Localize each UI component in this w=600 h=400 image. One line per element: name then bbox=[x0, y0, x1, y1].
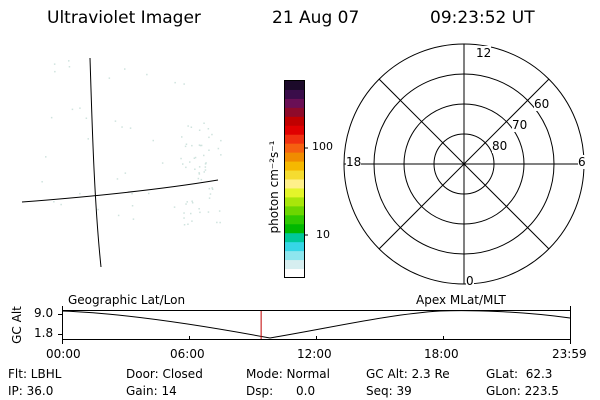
altitude-curve bbox=[61, 310, 571, 339]
dsp-readout: Dsp: 0.0 bbox=[246, 384, 316, 398]
colorbar-cell bbox=[285, 188, 304, 198]
meridian-line bbox=[89, 57, 102, 268]
colorbar-unit-label: photon cm⁻²s⁻¹ bbox=[267, 140, 281, 234]
timeline-right-label: Apex MLat/MLT bbox=[416, 293, 506, 307]
timeline-x-tick-4: 23:59 bbox=[552, 347, 587, 361]
timeline-x-tick-3: 18:00 bbox=[424, 347, 459, 361]
timeline-x-tick-1: 06:00 bbox=[170, 347, 205, 361]
colorbar-cell bbox=[285, 260, 304, 270]
polar-lat-80: 80 bbox=[492, 139, 508, 153]
time-label: 09:23:52 UT bbox=[430, 8, 535, 28]
polar-lat-70: 70 bbox=[512, 118, 528, 132]
colorbar-tick-100: 100 bbox=[312, 140, 333, 153]
parallel-line bbox=[21, 179, 219, 203]
colorbar-cell bbox=[285, 125, 304, 136]
colorbar bbox=[284, 80, 308, 279]
colorbar-cell bbox=[285, 179, 304, 189]
colorbar-cell bbox=[285, 152, 304, 163]
colorbar-cell bbox=[285, 116, 304, 127]
ip-readout: IP: 36.0 bbox=[8, 384, 54, 398]
timeline-x-tick-0: 00:00 bbox=[46, 347, 81, 361]
colorbar-cell bbox=[285, 269, 304, 279]
colorbar-cell bbox=[285, 134, 304, 145]
filter-readout: Flt: LBHL bbox=[8, 367, 62, 381]
timeline-y-label: GC Alt bbox=[9, 306, 24, 344]
gc-alt-readout: GC Alt: 2.3 Re bbox=[366, 367, 450, 381]
mode-readout: Mode: Normal bbox=[246, 367, 330, 381]
colorbar-cell bbox=[285, 206, 304, 216]
colorbar-cell bbox=[285, 224, 304, 234]
polar-label-18: 18 bbox=[346, 155, 362, 169]
polar-label-0: 0 bbox=[466, 274, 474, 288]
polar-label-12: 12 bbox=[476, 46, 492, 60]
colorbar-cell bbox=[285, 251, 304, 261]
colorbar-cell bbox=[285, 233, 304, 243]
polar-lat-60: 60 bbox=[534, 97, 550, 111]
colorbar-cell bbox=[285, 81, 304, 91]
colorbar-cell bbox=[285, 89, 304, 100]
seq-readout: Seq: 39 bbox=[366, 384, 412, 398]
colorbar-cell bbox=[285, 161, 304, 172]
colorbar-cell bbox=[285, 215, 304, 225]
aurora-speckles bbox=[41, 60, 222, 226]
colorbar-cell bbox=[285, 107, 304, 118]
gain-readout: Gain: 14 bbox=[126, 384, 177, 398]
colorbar-cell bbox=[285, 143, 304, 154]
timeline-y-tick-bottom: 1.8 bbox=[34, 326, 54, 340]
timeline-x-tick-2: 12:00 bbox=[297, 347, 332, 361]
colorbar-cell bbox=[285, 197, 304, 207]
glon-readout: GLon: 223.5 bbox=[486, 384, 559, 398]
colorbar-cell bbox=[285, 170, 304, 180]
polar-label-6: 6 bbox=[578, 155, 586, 169]
timeline-y-tick-top: 9.0 bbox=[34, 306, 54, 320]
timeline-left-label: Geographic Lat/Lon bbox=[68, 293, 186, 307]
colorbar-tick-10: 10 bbox=[316, 228, 330, 241]
door-readout: Door: Closed bbox=[126, 367, 203, 381]
instrument-title: Ultraviolet Imager bbox=[47, 8, 201, 28]
colorbar-cell bbox=[285, 242, 304, 252]
glat-readout: GLat: 62.3 bbox=[486, 367, 553, 381]
date-label: 21 Aug 07 bbox=[272, 8, 360, 28]
colorbar-cell bbox=[285, 98, 304, 109]
